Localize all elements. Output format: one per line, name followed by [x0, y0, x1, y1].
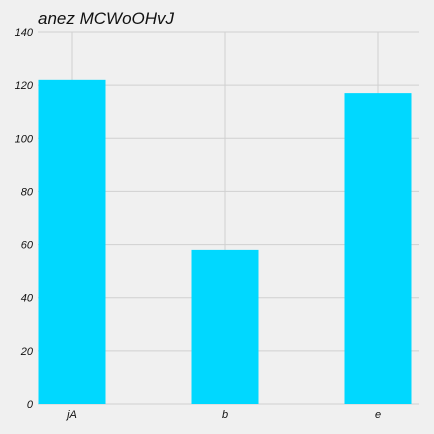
y-axis-ticks: 0 20 40 60 80 100 120 140: [15, 27, 34, 411]
y-tick-label: 120: [15, 80, 34, 92]
x-tick-label: jA: [65, 409, 77, 421]
bar-e: [344, 93, 412, 404]
bar-b: [191, 249, 259, 404]
y-tick-label: 40: [21, 293, 34, 305]
y-tick-label: 140: [15, 27, 34, 39]
bar-jA: [38, 79, 106, 404]
y-tick-label: 80: [21, 186, 34, 198]
y-tick-label: 20: [20, 346, 34, 358]
x-tick-label: b: [222, 409, 228, 421]
y-tick-label: 100: [15, 133, 34, 145]
bars: [38, 79, 412, 404]
y-tick-label: 0: [27, 399, 34, 411]
chart-title: anez MCWoOHvJ: [38, 9, 175, 28]
y-tick-label: 60: [21, 240, 34, 252]
x-axis-ticks: jA b e: [65, 409, 381, 421]
x-tick-label: e: [375, 409, 381, 421]
